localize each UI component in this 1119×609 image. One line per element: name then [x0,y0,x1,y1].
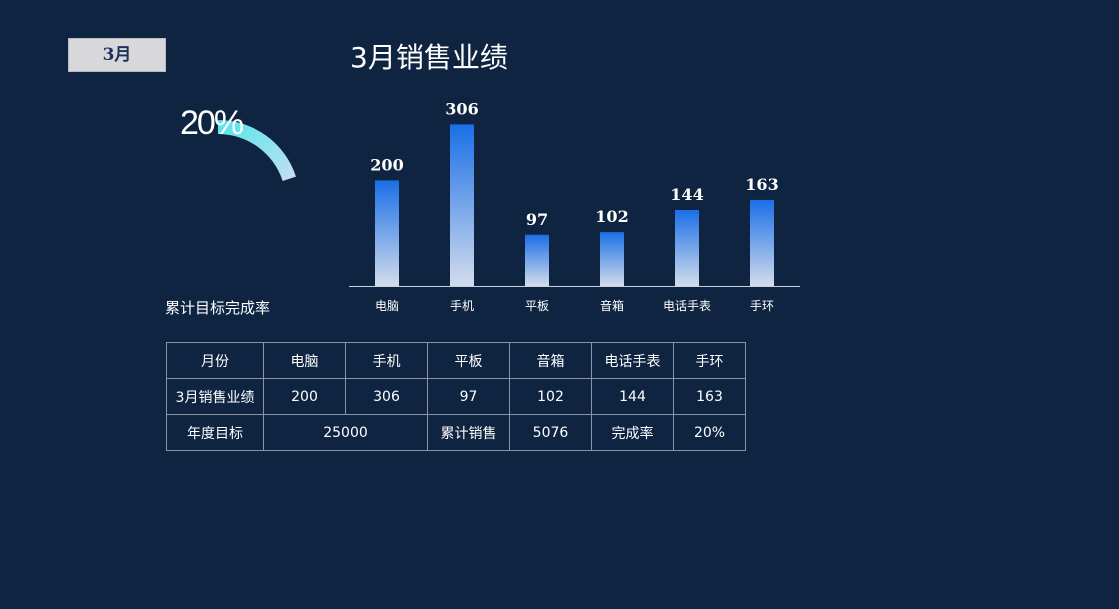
table-cell: 97 [427,378,510,415]
table-cell: 306 [345,378,428,415]
gauge-value: 20% [180,104,244,142]
category-label: 手机 [450,299,474,313]
table-header-cell: 平板 [427,342,510,379]
bar-平板 [525,234,549,286]
table-cell: 累计销售 [427,414,510,451]
table-cell: 200 [263,378,346,415]
bar-电脑 [375,180,399,286]
category-label: 电脑 [375,299,399,313]
bar-电话手表 [675,209,699,286]
table-row: 月份 电脑 手机 平板 音箱 电话手表 手环 [166,342,746,379]
table-header-cell: 手机 [345,342,428,379]
table-header-cell: 电话手表 [591,342,674,379]
table-header-cell: 月份 [166,342,264,379]
table-cell: 年度目标 [166,414,264,451]
table-cell: 163 [673,378,746,415]
category-label: 手环 [750,299,774,313]
table-cell: 102 [509,378,592,415]
bar-value-label: 306 [445,99,478,118]
gauge-label: 累计目标完成率 [165,299,271,317]
bar-value-label: 144 [670,185,703,204]
table-header-cell: 音箱 [509,342,592,379]
month-selector-button[interactable]: 3月 [68,38,166,72]
table-cell: 完成率 [591,414,674,451]
table-cell: 20% [673,414,746,451]
gauge-progress-arc [218,120,296,181]
bar-音箱 [600,232,624,286]
category-label: 平板 [525,299,549,313]
bar-value-label: 102 [595,207,628,226]
table-row: 年度目标 25000 累计销售 5076 完成率 20% [166,414,746,451]
category-label: 音箱 [600,298,624,313]
bar-value-label: 200 [370,155,403,174]
category-label: 电话手表 [663,299,711,313]
table-header-cell: 电脑 [263,342,346,379]
bar-手机 [450,124,474,286]
table-header-cell: 手环 [673,342,746,379]
page-title: 3月销售业绩 [350,41,508,74]
table-cell: 25000 [263,414,428,451]
table-cell: 144 [591,378,674,415]
bar-value-label: 163 [745,175,778,194]
bar-手环 [750,199,774,286]
table-cell: 5076 [509,414,592,451]
bar-value-label: 97 [526,210,548,229]
table-cell: 3月销售业绩 [166,378,264,415]
sales-table: 月份 电脑 手机 平板 音箱 电话手表 手环 3月销售业绩 200 306 97 102 144 163 年… [166,342,746,451]
table-row: 3月销售业绩 200 306 97 102 144 163 [166,378,746,415]
